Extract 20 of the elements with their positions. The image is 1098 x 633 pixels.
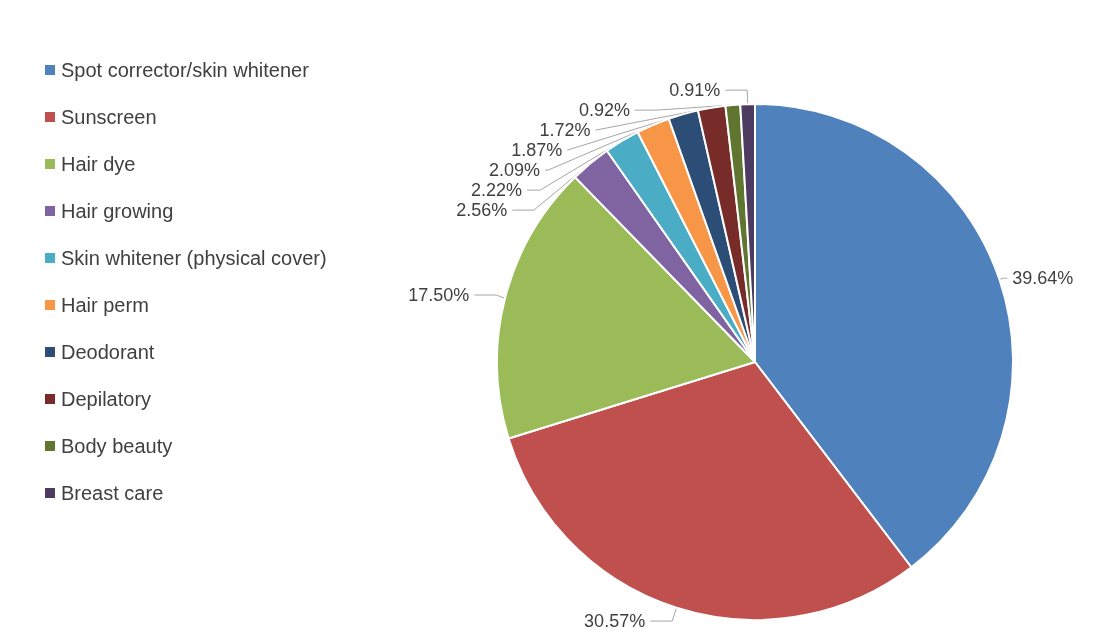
legend-label: Hair growing	[61, 200, 174, 222]
legend-label: Breast care	[61, 482, 164, 504]
legend-label: Hair dye	[61, 153, 136, 175]
legend-label: Deodorant	[61, 341, 155, 363]
legend-label: Spot corrector/skin whitener	[61, 59, 310, 81]
data-label: 1.87%	[511, 140, 563, 161]
data-label: 2.56%	[456, 200, 508, 221]
data-label: 39.64%	[1012, 268, 1074, 289]
data-label: 0.91%	[669, 80, 721, 101]
legend-label: Sunscreen	[61, 106, 157, 128]
data-label: 0.92%	[578, 100, 630, 121]
legend-label: Body beauty	[61, 435, 173, 457]
data-label: 2.09%	[489, 160, 541, 181]
data-label: 17.50%	[408, 285, 470, 306]
data-label: 2.22%	[471, 180, 523, 201]
data-label: 1.72%	[539, 120, 591, 141]
legend-label: Hair perm	[61, 294, 149, 316]
legend-label: Depilatory	[61, 388, 152, 410]
legend-label: Skin whitener (physical cover)	[61, 247, 327, 269]
data-label: 30.57%	[584, 611, 646, 632]
